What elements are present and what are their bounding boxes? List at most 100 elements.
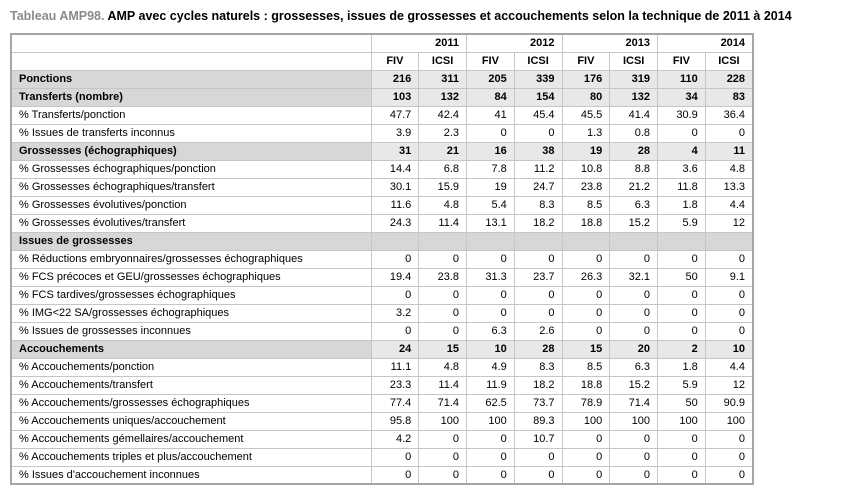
value-cell <box>418 231 467 251</box>
value-cell: 0 <box>466 285 515 305</box>
value-cell: 3.6 <box>657 159 706 179</box>
value-cell: 1.3 <box>561 123 611 143</box>
value-cell: 30.1 <box>370 177 420 197</box>
value-cell: 8.8 <box>609 159 659 179</box>
row-label-cell: Transferts (nombre) <box>10 87 372 107</box>
table-header: 2011 2012 2013 2014 FIV ICSI FIV ICSI FIV ICSI FIV… <box>10 33 754 71</box>
value-cell: 21.2 <box>609 177 659 197</box>
row-label-cell: % Accouchements/grossesses échographique… <box>10 393 372 413</box>
table-row: % Grossesses évolutives/transfert 24.3 11.… <box>10 213 754 233</box>
caption-title: AMP avec cycles naturels : grossesses, i… <box>107 9 792 23</box>
value-cell: 19 <box>466 177 515 197</box>
value-cell: 41 <box>466 105 515 125</box>
row-label-cell: % Accouchements/ponction <box>10 357 372 377</box>
value-cell: 11.8 <box>657 177 706 197</box>
value-cell: 0 <box>657 429 706 449</box>
value-cell: 0 <box>418 303 467 323</box>
value-cell <box>561 231 611 251</box>
value-cell: 1.8 <box>657 357 706 377</box>
row-label-cell: % Réductions embryonnaires/grossesses éc… <box>10 249 372 269</box>
technique-header-cell: ICSI <box>609 51 659 71</box>
value-cell: 0 <box>609 447 659 467</box>
value-cell: 12 <box>704 213 754 233</box>
section-row: Ponctions 216 311 205 339 176 319 110 228 <box>10 69 754 89</box>
value-cell: 0 <box>370 465 420 485</box>
value-cell: 0 <box>657 321 706 341</box>
value-cell: 0 <box>370 249 420 269</box>
value-cell: 103 <box>370 87 420 107</box>
caption-prefix: Tableau AMP98. <box>10 9 105 23</box>
value-cell: 0 <box>513 249 563 269</box>
value-cell: 0 <box>513 285 563 305</box>
value-cell: 100 <box>704 411 754 431</box>
value-cell: 0 <box>704 429 754 449</box>
value-cell: 41.4 <box>609 105 659 125</box>
value-cell: 32.1 <box>609 267 659 287</box>
table-row: % Issues de transferts inconnus 3.9 2.3 0 0 1… <box>10 123 754 143</box>
value-cell: 10.7 <box>513 429 563 449</box>
row-label-cell: % Issues de transferts inconnus <box>10 123 372 143</box>
value-cell: 205 <box>466 69 515 89</box>
value-cell: 0.8 <box>609 123 659 143</box>
value-cell: 0 <box>561 285 611 305</box>
value-cell: 5.9 <box>657 375 706 395</box>
value-cell: 16 <box>466 141 515 161</box>
value-cell: 176 <box>561 69 611 89</box>
table-row: % Accouchements triples et plus/accouche… <box>10 447 754 467</box>
value-cell: 311 <box>418 69 467 89</box>
value-cell: 4.9 <box>466 357 515 377</box>
value-cell: 38 <box>513 141 563 161</box>
value-cell: 0 <box>561 465 611 485</box>
technique-header-row: FIV ICSI FIV ICSI FIV ICSI FIV ICSI <box>10 51 754 71</box>
value-cell: 20 <box>609 339 659 359</box>
value-cell: 0 <box>704 285 754 305</box>
value-cell <box>513 231 563 251</box>
table-row: % IMG<22 SA/grossesses échographiques 3.2… <box>10 303 754 323</box>
value-cell: 154 <box>513 87 563 107</box>
value-cell: 15.9 <box>418 177 467 197</box>
value-cell: 228 <box>704 69 754 89</box>
value-cell: 4.2 <box>370 429 420 449</box>
value-cell: 0 <box>609 465 659 485</box>
value-cell: 0 <box>466 447 515 467</box>
value-cell: 4.8 <box>704 159 754 179</box>
row-label-cell: Ponctions <box>10 69 372 89</box>
value-cell: 15.2 <box>609 213 659 233</box>
value-cell: 0 <box>609 285 659 305</box>
value-cell: 4.4 <box>704 195 754 215</box>
value-cell: 31 <box>370 141 420 161</box>
row-label-cell: % Accouchements gémellaires/accouchement <box>10 429 372 449</box>
row-label-cell: % Accouchements triples et plus/accouche… <box>10 447 372 467</box>
value-cell: 15 <box>561 339 611 359</box>
value-cell: 10 <box>466 339 515 359</box>
value-cell: 11.4 <box>418 375 467 395</box>
value-cell: 0 <box>657 447 706 467</box>
value-cell: 319 <box>609 69 659 89</box>
value-cell: 62.5 <box>466 393 515 413</box>
value-cell: 2.3 <box>418 123 467 143</box>
value-cell: 0 <box>561 303 611 323</box>
technique-header-cell: ICSI <box>418 51 467 71</box>
value-cell: 4.4 <box>704 357 754 377</box>
value-cell: 100 <box>418 411 467 431</box>
value-cell: 0 <box>513 447 563 467</box>
value-cell: 0 <box>513 303 563 323</box>
value-cell: 0 <box>657 249 706 269</box>
year-header-cell: 2013 <box>561 33 659 53</box>
row-label-cell: % FCS tardives/grossesses échographiques <box>10 285 372 305</box>
section-row: Transferts (nombre) 103 132 84 154 80 132 34 83 <box>10 87 754 107</box>
value-cell: 89.3 <box>513 411 563 431</box>
value-cell: 2 <box>657 339 706 359</box>
row-label-cell: % Issues d'accouchement inconnues <box>10 465 372 485</box>
row-label-cell: % Grossesses échographiques/ponction <box>10 159 372 179</box>
row-label-cell: % Transferts/ponction <box>10 105 372 125</box>
value-cell: 78.9 <box>561 393 611 413</box>
value-cell: 47.7 <box>370 105 420 125</box>
value-cell: 9.1 <box>704 267 754 287</box>
value-cell: 0 <box>513 123 563 143</box>
technique-header-cell: FIV <box>370 51 420 71</box>
value-cell: 6.3 <box>466 321 515 341</box>
value-cell: 0 <box>704 321 754 341</box>
row-label-cell: Grossesses (échographiques) <box>10 141 372 161</box>
value-cell: 14.4 <box>370 159 420 179</box>
